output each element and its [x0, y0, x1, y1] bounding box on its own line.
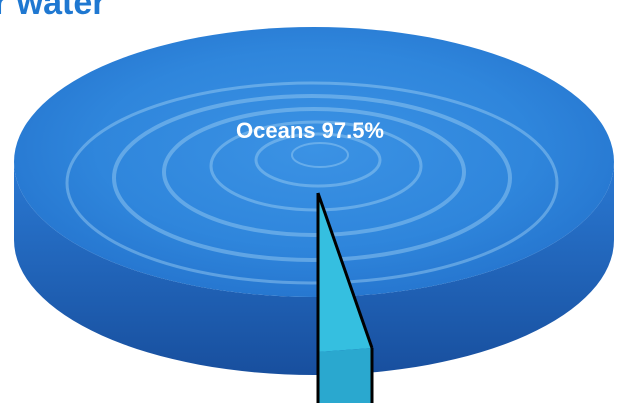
pie-slice-fresh-side — [318, 348, 372, 403]
disc-top — [14, 27, 614, 297]
slide-title: r water — [0, 0, 106, 22]
pie-slice-label-oceans: Oceans 97.5% — [236, 118, 384, 143]
ripple-rings — [65, 81, 559, 285]
disc-side — [14, 162, 614, 375]
pie-slice-outline — [316, 192, 374, 403]
